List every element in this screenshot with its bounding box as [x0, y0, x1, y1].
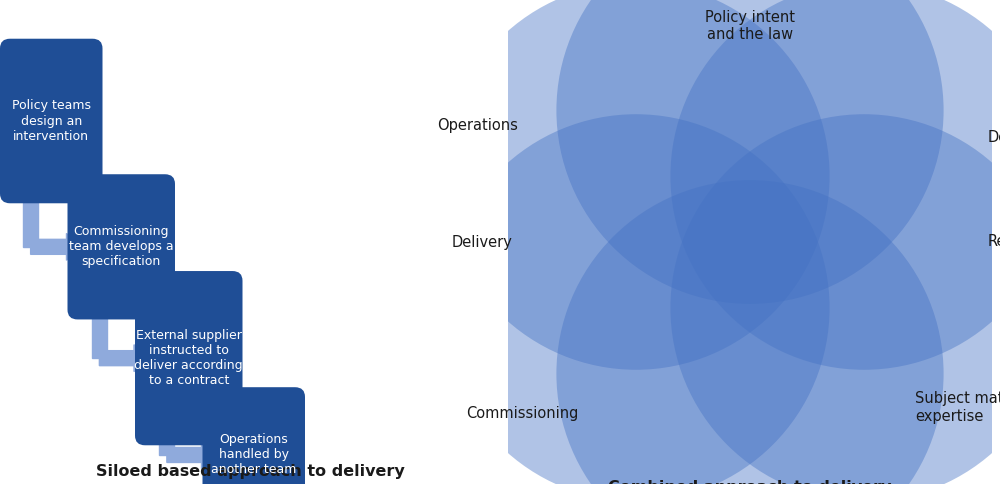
Text: Combined approach to delivery: Combined approach to delivery	[608, 480, 892, 484]
Text: External supplier
instructed to
deliver according
to a contract: External supplier instructed to deliver …	[134, 329, 243, 387]
Text: Siloed based approach to delivery: Siloed based approach to delivery	[96, 464, 404, 479]
Text: Operations: Operations	[437, 118, 518, 133]
FancyArrow shape	[159, 436, 174, 455]
Text: Operations
handled by
another team: Operations handled by another team	[211, 434, 296, 476]
Text: Design: Design	[988, 130, 1000, 145]
Text: Commissioning: Commissioning	[466, 406, 579, 421]
FancyArrow shape	[167, 441, 212, 469]
FancyBboxPatch shape	[0, 39, 103, 203]
Text: Research: Research	[988, 235, 1000, 249]
FancyArrow shape	[92, 310, 107, 358]
Circle shape	[556, 0, 944, 304]
Text: Subject matter
expertise: Subject matter expertise	[915, 391, 1000, 424]
Text: Commissioning
team develops a
specification: Commissioning team develops a specificat…	[69, 226, 174, 268]
FancyBboxPatch shape	[202, 387, 305, 484]
FancyArrow shape	[99, 345, 145, 372]
FancyArrow shape	[23, 194, 38, 247]
FancyArrow shape	[31, 233, 78, 260]
FancyBboxPatch shape	[135, 271, 242, 445]
Circle shape	[670, 0, 1000, 370]
Text: Policy teams
design an
intervention: Policy teams design an intervention	[12, 100, 91, 142]
Text: Policy intent
and the law: Policy intent and the law	[705, 10, 795, 43]
Circle shape	[556, 180, 944, 484]
Circle shape	[442, 0, 830, 370]
Text: Delivery: Delivery	[451, 235, 512, 249]
Circle shape	[442, 114, 830, 484]
FancyBboxPatch shape	[68, 174, 175, 319]
Circle shape	[670, 114, 1000, 484]
